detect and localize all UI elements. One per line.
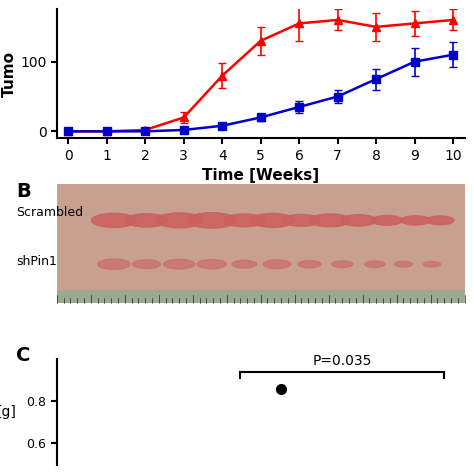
Circle shape (263, 260, 291, 269)
Text: C: C (16, 346, 30, 365)
Text: B: B (16, 182, 31, 201)
Circle shape (298, 261, 321, 268)
Circle shape (187, 213, 236, 228)
Circle shape (251, 213, 295, 228)
Text: P=0.035: P=0.035 (312, 354, 372, 367)
Text: shPin1: shPin1 (16, 255, 57, 268)
Bar (57, 290, 465, 303)
Circle shape (197, 260, 227, 269)
Circle shape (372, 216, 402, 225)
Circle shape (232, 260, 256, 268)
Circle shape (224, 214, 265, 227)
X-axis label: Time [Weeks]: Time [Weeks] (202, 168, 319, 183)
Circle shape (332, 261, 353, 267)
Circle shape (394, 261, 412, 267)
Circle shape (401, 216, 430, 225)
Circle shape (426, 216, 454, 225)
Y-axis label: Tumo: Tumo (2, 51, 18, 97)
Circle shape (155, 213, 203, 228)
Circle shape (423, 262, 440, 267)
Circle shape (283, 214, 320, 226)
Circle shape (310, 214, 350, 227)
Circle shape (365, 261, 385, 267)
Text: Scrambled: Scrambled (16, 206, 83, 219)
Circle shape (125, 214, 168, 227)
Y-axis label: [g]: [g] (0, 405, 17, 419)
Circle shape (341, 215, 376, 226)
Circle shape (133, 260, 160, 269)
Circle shape (98, 259, 130, 269)
Circle shape (164, 259, 195, 269)
Circle shape (91, 213, 137, 228)
